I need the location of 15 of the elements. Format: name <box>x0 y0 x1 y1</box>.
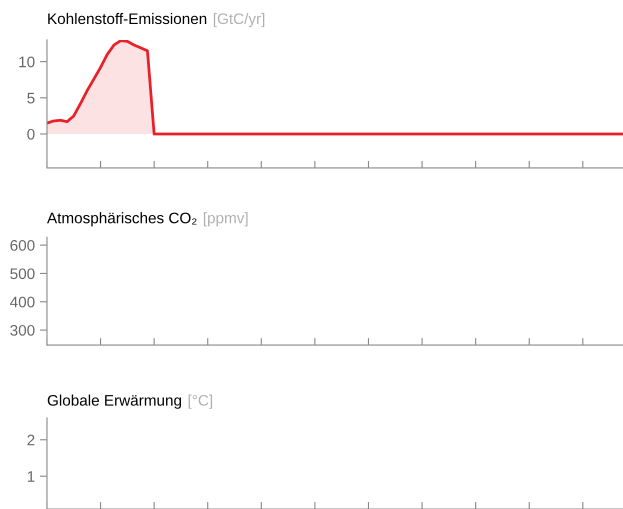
y-tick-label: 300 <box>10 324 35 336</box>
y-tick-label: 2 <box>27 434 34 446</box>
chart-title: Atmosphärisches CO₂ <box>47 212 196 226</box>
chart-title: Kohlenstoff-Emissionen <box>48 12 206 24</box>
y-tick-label: 500 <box>10 268 35 280</box>
y-tick-label: 400 <box>10 296 35 308</box>
y-axis-title: [GtC/yr] <box>214 12 264 28</box>
y-axis-title: [ppmv] <box>204 212 248 226</box>
chart-title: Globale Erwärmung <box>48 394 182 409</box>
y-tick-label: 0 <box>27 128 35 140</box>
y-tick-label: 1 <box>28 471 34 482</box>
y-tick-label: 600 <box>10 240 35 251</box>
y-tick-label: 10 <box>19 56 35 68</box>
y-tick-label: 5 <box>27 92 35 104</box>
y-axis-title: [°C] <box>188 394 212 409</box>
